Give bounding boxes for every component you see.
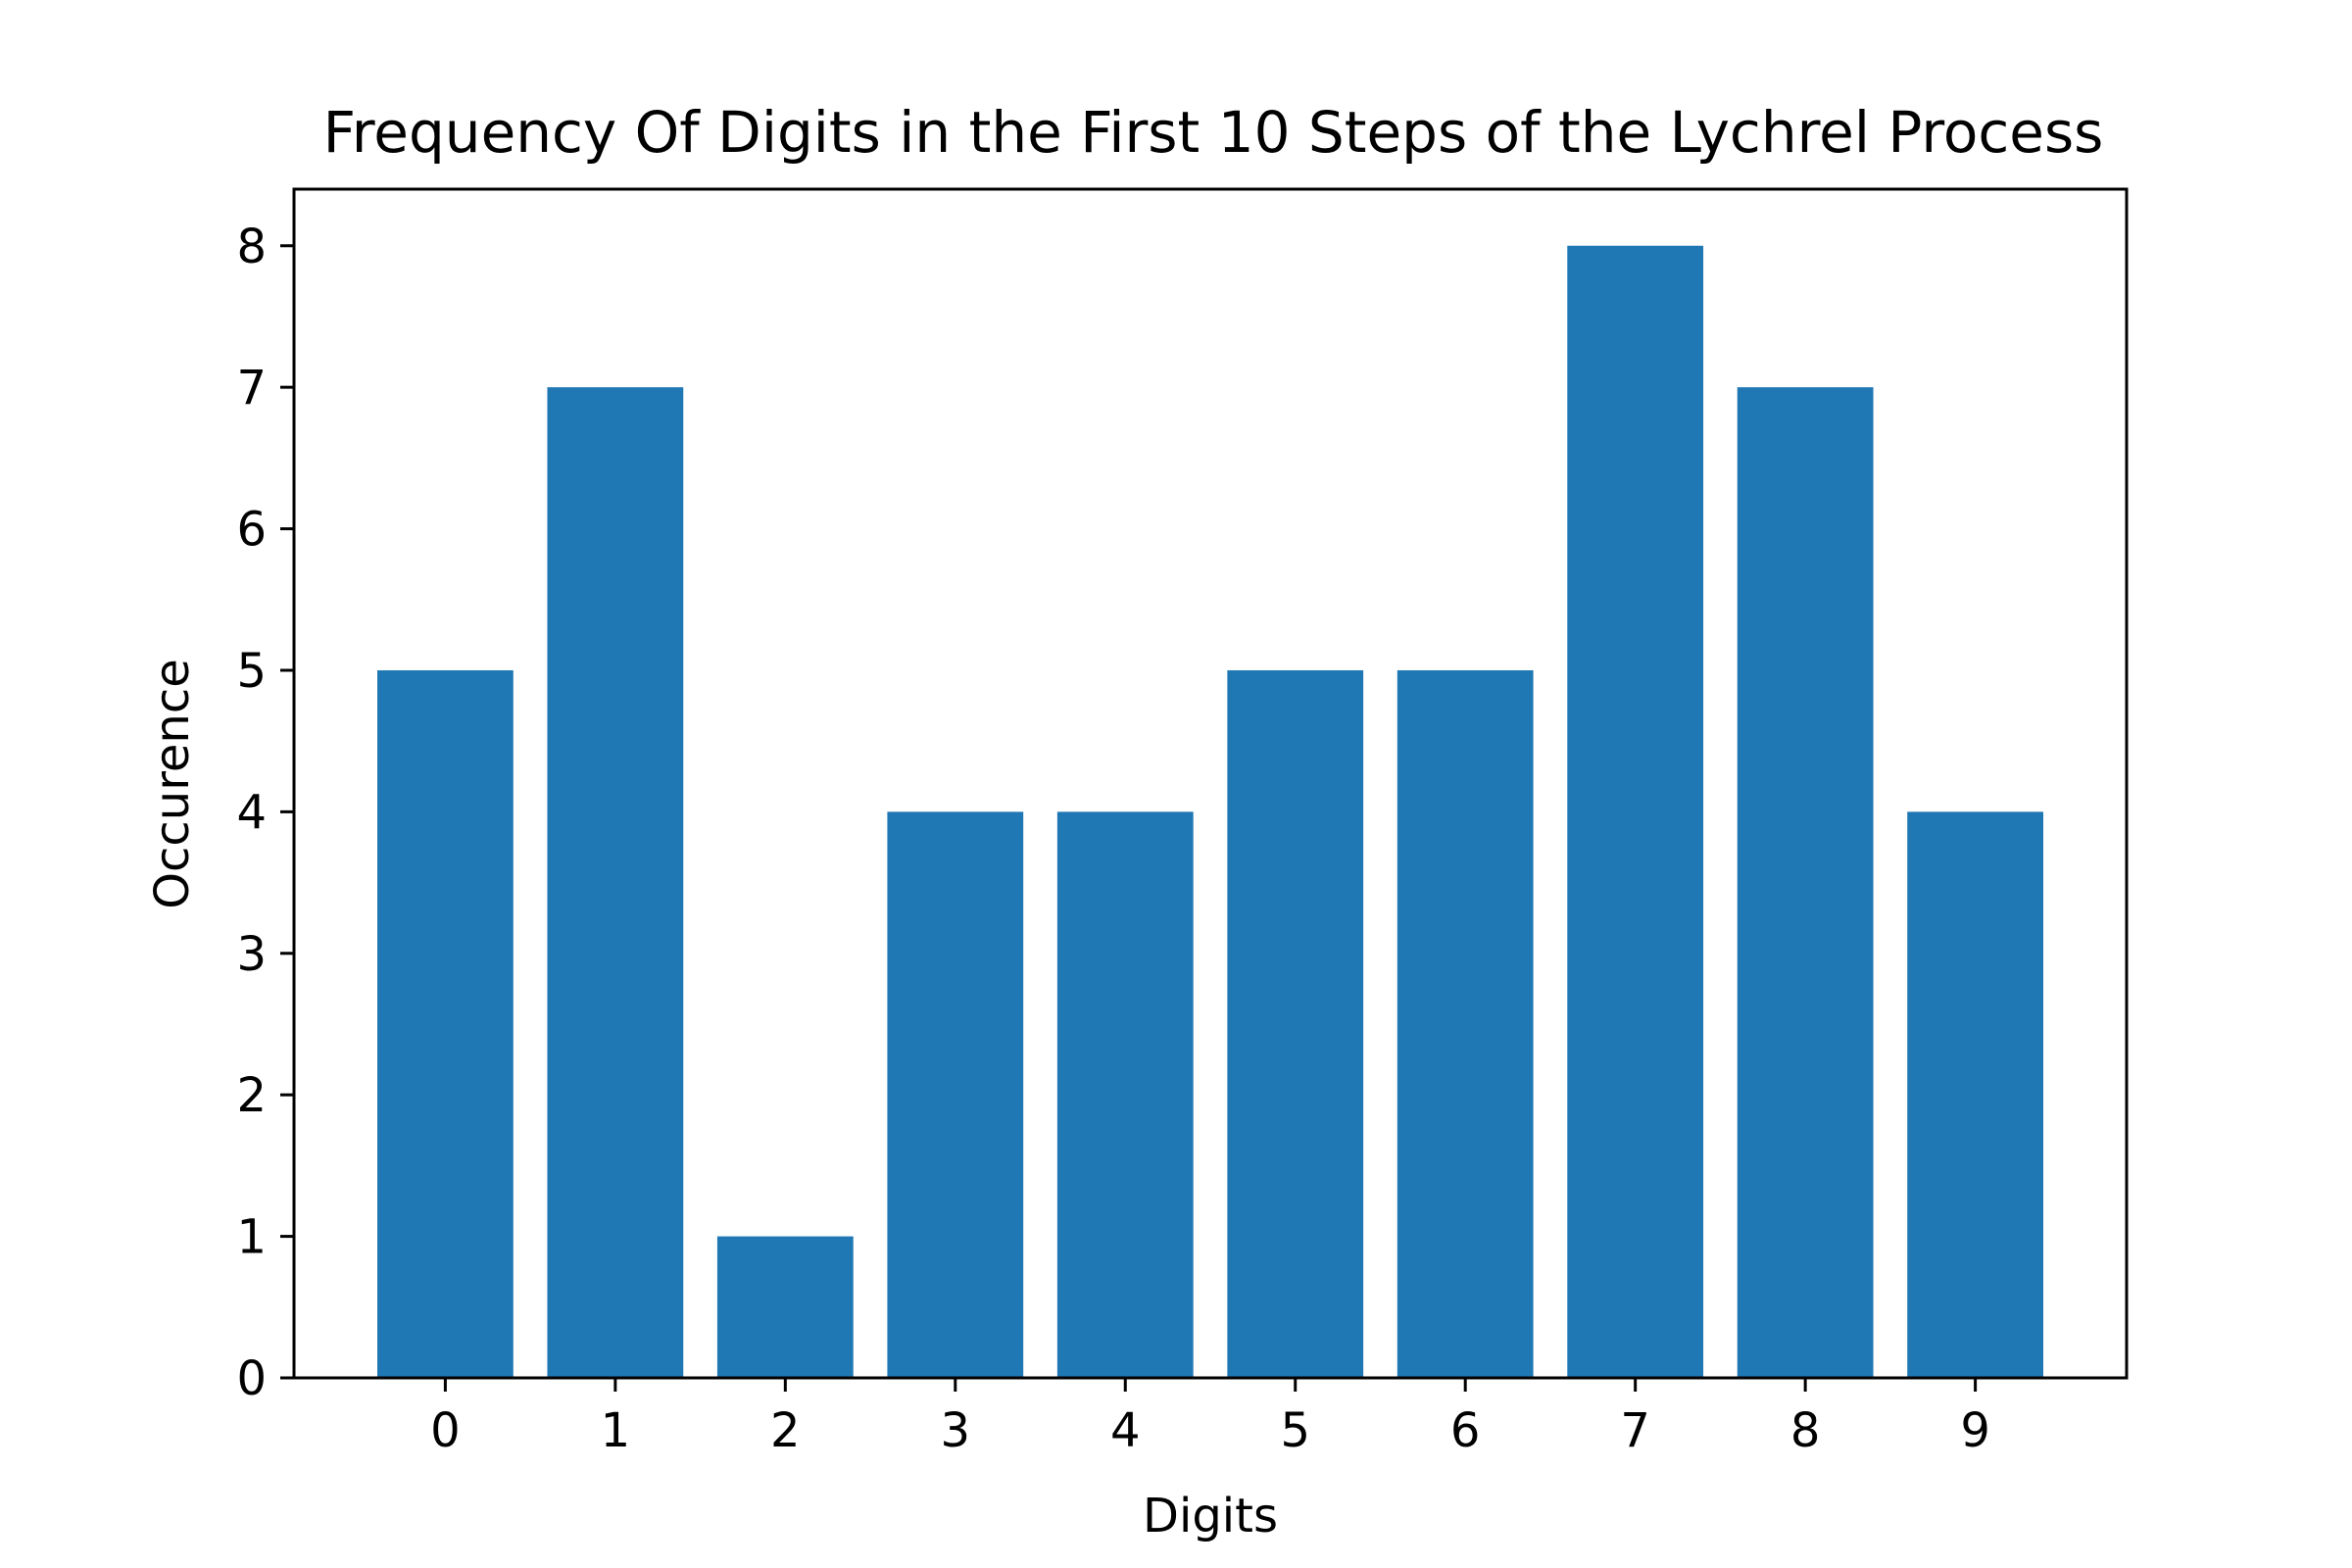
bar-digit-9 [1907, 811, 2043, 1378]
y-axis-ticks: 0 1 2 3 4 5 6 7 8 [236, 220, 294, 1406]
y-tick-label: 1 [236, 1210, 267, 1265]
y-tick-label: 7 [236, 361, 267, 416]
x-tick-label: 2 [770, 1403, 801, 1458]
chart-title: Frequency Of Digits in the First 10 Step… [323, 99, 2104, 166]
x-tick-label: 7 [1620, 1403, 1650, 1458]
y-tick-label: 0 [236, 1351, 267, 1406]
bars-group [377, 245, 2043, 1379]
bar-digit-3 [887, 811, 1024, 1378]
x-tick-label: 5 [1280, 1403, 1310, 1458]
bar-digit-7 [1567, 245, 1704, 1378]
bar-digit-8 [1737, 387, 1874, 1379]
x-tick-label: 8 [1790, 1403, 1821, 1458]
x-tick-label: 1 [601, 1403, 631, 1458]
bar-digit-1 [547, 387, 684, 1379]
y-tick-label: 3 [236, 927, 267, 982]
y-tick-label: 8 [236, 220, 267, 274]
x-tick-label: 3 [941, 1403, 971, 1458]
x-tick-label: 6 [1450, 1403, 1481, 1458]
bar-digit-6 [1396, 669, 1534, 1378]
y-axis-label: Occurence [145, 659, 200, 909]
bar-digit-0 [377, 669, 514, 1378]
y-tick-label: 6 [236, 503, 267, 558]
y-tick-label: 5 [236, 644, 267, 699]
x-tick-label: 4 [1110, 1403, 1141, 1458]
bar-digit-4 [1056, 811, 1194, 1378]
y-tick-label: 4 [236, 785, 267, 840]
x-tick-label: 0 [430, 1403, 461, 1458]
plot-area-frame [292, 187, 2129, 1380]
x-axis-label: Digits [1143, 1489, 1278, 1544]
x-tick-label: 9 [1960, 1403, 1990, 1458]
y-tick-label: 2 [236, 1068, 267, 1123]
x-axis-ticks: 0 1 2 3 4 5 6 7 8 9 [430, 1378, 1990, 1458]
bar-digit-5 [1227, 669, 1364, 1378]
bar-digit-2 [716, 1236, 854, 1378]
